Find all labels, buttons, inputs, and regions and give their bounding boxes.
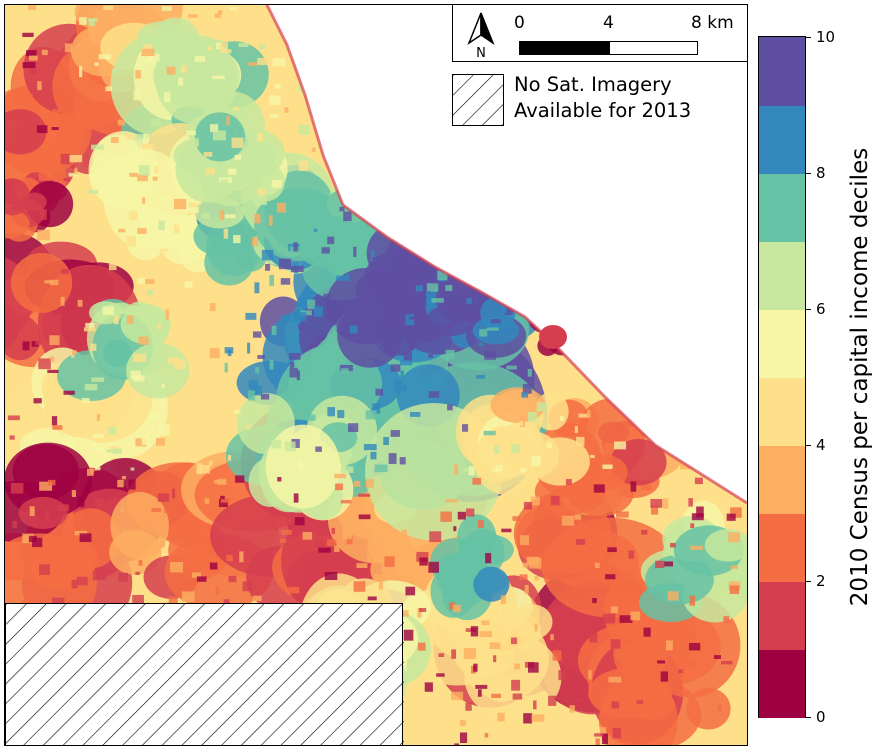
scale-bar-dark-segment (519, 41, 609, 55)
colorbar-band-1 (759, 581, 805, 650)
colorbar-tick-label: 6 (816, 300, 826, 318)
scale-tick-4: 4 (603, 13, 614, 33)
colorbar-tick-label: 4 (816, 436, 826, 454)
income-decile-map (4, 4, 748, 746)
scale-tick-8: 8 km (691, 13, 734, 33)
north-label: N (476, 46, 486, 59)
colorbar-band-6 (759, 241, 805, 310)
colorbar-tick-mark (806, 581, 811, 583)
colorbar-band-0 (759, 649, 805, 718)
colorbar-title: 2010 Census per capital income deciles (847, 147, 873, 607)
legend-label: No Sat. Imagery Available for 2013 (514, 72, 691, 124)
hatch-pattern (6, 604, 404, 745)
colorbar-tick-mark (806, 37, 811, 39)
colorbar-band-5 (759, 309, 805, 378)
colorbar (758, 36, 806, 718)
colorbar-band-8 (759, 105, 805, 174)
colorbar-tick-mark (806, 717, 811, 719)
legend-hatch-swatch (452, 74, 504, 126)
colorbar-tick-label: 2 (816, 572, 826, 590)
colorbar-tick-label: 0 (816, 708, 826, 726)
colorbar-tick-mark (806, 309, 811, 311)
colorbar-band-9 (759, 37, 805, 106)
colorbar-band-7 (759, 173, 805, 242)
colorbar-tick-mark (806, 173, 811, 175)
colorbar-band-3 (759, 445, 805, 514)
colorbar-band-2 (759, 513, 805, 582)
colorbar-band-4 (759, 377, 805, 446)
colorbar-tick-label: 8 (816, 164, 826, 182)
no-imagery-hatched-area (5, 603, 404, 745)
colorbar-tick-mark (806, 445, 811, 447)
colorbar-tick-label: 10 (816, 28, 836, 46)
legend-line-1: No Sat. Imagery (514, 73, 672, 96)
legend-line-2: Available for 2013 (514, 99, 692, 122)
scale-bar-box: N 0 4 8 km (452, 4, 748, 62)
scale-tick-0: 0 (514, 13, 525, 33)
scale-bar-light-segment (609, 41, 698, 55)
north-arrow-icon: N (467, 12, 495, 59)
